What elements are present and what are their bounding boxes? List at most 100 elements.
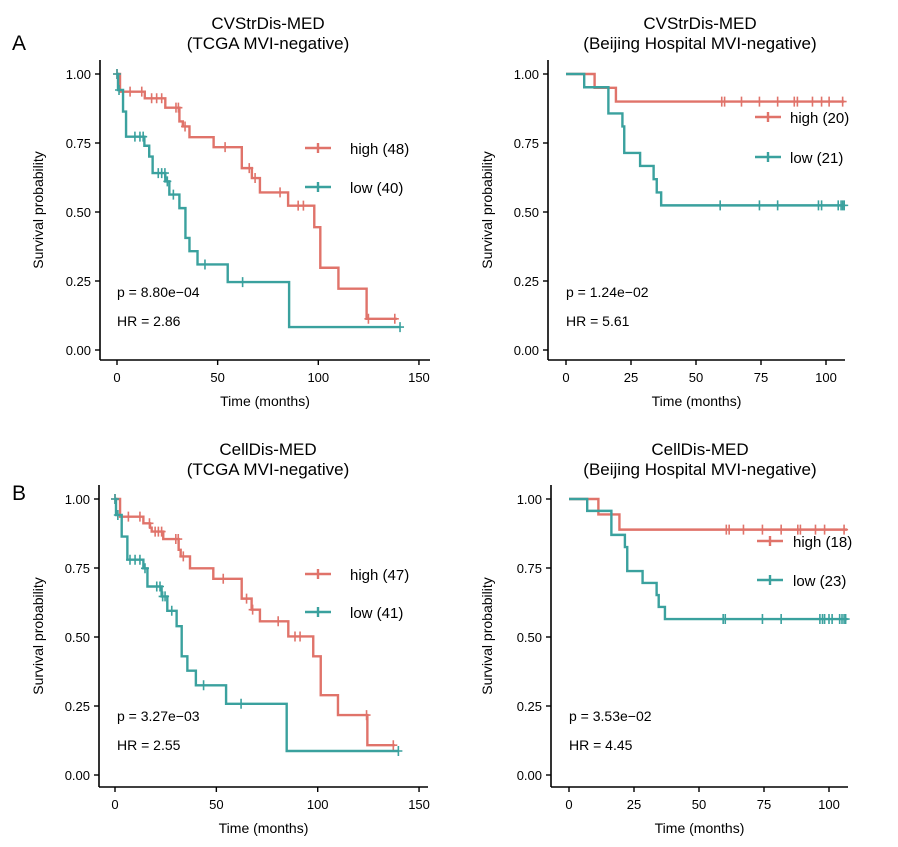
legend-key-high (757, 536, 783, 546)
censor-mark-high (808, 96, 817, 107)
censor-mark-high (364, 313, 373, 324)
p-value-text: p = 1.24e−02 (566, 284, 649, 300)
censor-mark-high (825, 96, 834, 107)
censor-mark-high (299, 200, 308, 211)
censor-mark-high (248, 604, 257, 615)
survival-curve-low (114, 497, 399, 753)
km-panel-3: B CellDis-MED(TCGA MVI-negative) 0.00 0.25 0… (12, 440, 430, 836)
chart-title-line: (Beijing Hospital MVI-negative) (583, 34, 816, 53)
chart-title-line: CVStrDis-MED (211, 14, 324, 33)
censor-mark-high (276, 187, 285, 198)
y-tick-label: 0.50 (517, 630, 542, 645)
y-tick-label: 0.00 (514, 343, 539, 358)
legend-key-high (305, 569, 331, 579)
y-tick-label: 0.00 (517, 768, 542, 783)
censor-mark-high (221, 142, 230, 153)
censor-mark-high (758, 524, 767, 535)
legend-label-low: low (23) (793, 573, 846, 590)
censor-mark-high (777, 524, 786, 535)
y-tick-label: 1.00 (514, 67, 539, 82)
p-value-text: p = 8.80e−04 (117, 284, 200, 300)
p-value-text: p = 3.27e−03 (117, 708, 200, 724)
chart-title-line: CellDis-MED (651, 440, 748, 459)
km-panel-2: CVStrDis-MED(Beijing Hospital MVI-negati… (479, 14, 849, 409)
censor-mark-high (817, 96, 826, 107)
y-tick-label: 0.25 (65, 699, 90, 714)
legend-label-high: high (18) (793, 534, 852, 551)
legend-label-high: high (20) (790, 110, 849, 127)
censor-mark-low (721, 614, 730, 625)
censor-mark-high (362, 710, 371, 721)
censor-mark-low (135, 554, 144, 565)
censor-mark-high (174, 102, 183, 113)
y-tick-label: 0.00 (65, 768, 90, 783)
y-tick-label: 0.50 (65, 630, 90, 645)
y-tick-label: 0.75 (514, 136, 539, 151)
censor-mark-low (113, 69, 121, 79)
censor-mark-low (237, 698, 246, 709)
legend-key-low (305, 182, 331, 192)
censor-mark-high (720, 96, 729, 107)
y-tick-label: 0.25 (517, 699, 542, 714)
legend-key-low (305, 607, 331, 617)
y-tick-label: 0.75 (65, 561, 90, 576)
chart-title-line: CellDis-MED (219, 440, 316, 459)
censor-mark-high (840, 524, 849, 535)
y-tick-label: 1.00 (66, 67, 91, 82)
x-tick-label: 25 (627, 797, 641, 812)
censor-mark-low (169, 189, 178, 200)
censor-mark-low (773, 200, 782, 211)
censor-mark-high (389, 740, 398, 751)
x-tick-label: 75 (757, 797, 771, 812)
x-axis-title: Time (months) (220, 393, 310, 409)
censor-mark-high (737, 96, 746, 107)
censor-mark-high (755, 96, 764, 107)
survival-curve-high (569, 497, 848, 531)
legend-key-low (757, 575, 783, 585)
censor-mark-high (773, 96, 782, 107)
censor-mark-low (828, 614, 837, 625)
censor-mark-high (820, 524, 829, 535)
censor-mark-high (739, 524, 748, 535)
censor-mark-low (111, 494, 119, 504)
censor-mark-low (199, 680, 208, 691)
censor-mark-low (167, 605, 176, 616)
y-axis-title: Survival probability (30, 151, 46, 269)
censor-mark-low (716, 200, 725, 211)
legend-label-low: low (40) (350, 180, 403, 197)
censor-mark-high (135, 511, 144, 522)
censor-mark-high (796, 524, 805, 535)
chart-title-line: (TCGA MVI-negative) (187, 34, 350, 53)
y-tick-label: 0.00 (66, 343, 91, 358)
x-tick-label: 100 (815, 370, 837, 385)
hazard-ratio-text: HR = 2.55 (117, 737, 181, 753)
y-tick-label: 0.25 (514, 274, 539, 289)
legend-key-low (755, 152, 781, 162)
censor-mark-high (124, 511, 133, 522)
y-axis-title: Survival probability (479, 151, 495, 269)
censor-mark-low (161, 591, 170, 602)
censor-mark-high (145, 518, 154, 529)
legend-key-high (755, 112, 781, 122)
censor-mark-low (841, 614, 850, 625)
censor-mark-low (755, 200, 764, 211)
x-tick-label: 100 (818, 797, 840, 812)
x-tick-label: 150 (408, 370, 430, 385)
x-tick-label: 0 (565, 797, 572, 812)
legend-label-low: low (21) (790, 150, 843, 167)
hazard-ratio-text: HR = 4.45 (569, 737, 633, 753)
censor-mark-high (242, 593, 251, 604)
x-axis-title: Time (months) (219, 820, 309, 836)
chart-title-line: (Beijing Hospital MVI-negative) (583, 460, 816, 479)
censor-mark-low (840, 200, 849, 211)
censor-mark-low (200, 259, 209, 270)
y-axis-title: Survival probability (479, 577, 495, 695)
y-tick-label: 0.50 (66, 205, 91, 220)
censor-mark-high (838, 96, 847, 107)
survival-curve-high (117, 72, 397, 321)
censor-mark-high (296, 631, 305, 642)
y-tick-label: 1.00 (517, 492, 542, 507)
y-tick-label: 0.25 (66, 274, 91, 289)
km-panel-4: CellDis-MED(Beijing Hospital MVI-negativ… (479, 440, 852, 836)
